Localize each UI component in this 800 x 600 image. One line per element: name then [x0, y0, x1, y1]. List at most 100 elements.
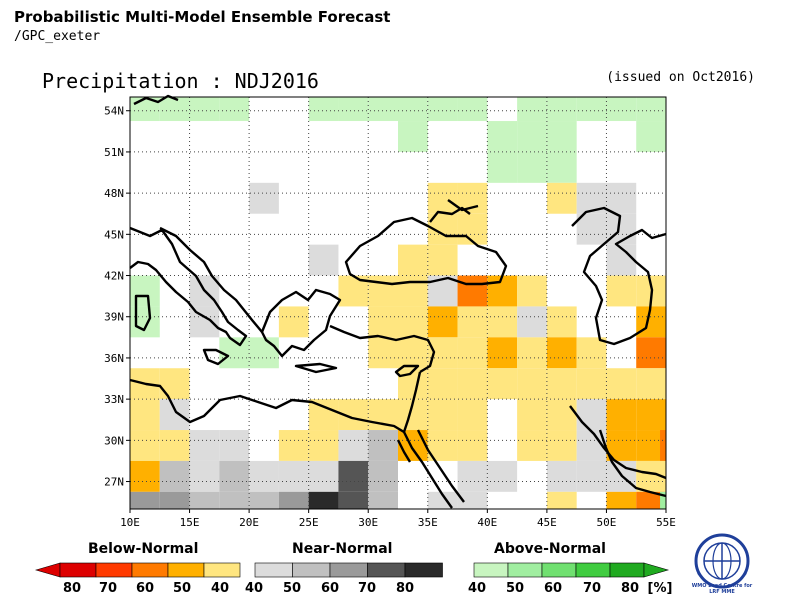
lat-tick-label: 45N — [104, 228, 124, 241]
probability-cell — [606, 368, 637, 400]
probability-cell — [457, 430, 488, 461]
coastline-sicily — [202, 348, 230, 366]
probability-cell — [249, 491, 279, 509]
probability-cell — [576, 213, 607, 245]
page-title: Probabilistic Multi-Model Ensemble Forec… — [14, 8, 391, 26]
probability-cell — [130, 491, 160, 509]
issued-date: (issued on Oct2016) — [606, 70, 755, 85]
lon-tick-label: 15E — [180, 516, 200, 529]
probability-cell — [457, 97, 488, 122]
probability-cell — [427, 182, 458, 214]
legend-below-swatch — [167, 562, 205, 578]
probability-cell — [576, 460, 607, 492]
lon-tick-label: 20E — [239, 516, 259, 529]
probability-cell — [398, 337, 428, 369]
legend-near-label: 70 — [358, 581, 376, 596]
probability-cell — [249, 337, 279, 369]
probability-cell — [159, 399, 190, 431]
probability-cell — [546, 337, 577, 369]
legend-above-label: 40 — [468, 581, 486, 596]
coastline-caspian — [571, 206, 667, 346]
coastline-north-africa — [129, 378, 405, 434]
probability-cell — [427, 368, 458, 400]
lat-tick-label: 27N — [104, 476, 124, 489]
map-frame — [129, 96, 667, 510]
probability-cell — [398, 368, 428, 400]
wmo-logo-icon — [694, 533, 750, 589]
probability-cell — [398, 430, 428, 461]
probability-cell — [660, 430, 666, 461]
probability-cell — [278, 430, 309, 461]
lat-tick-label: 51N — [104, 146, 124, 159]
probability-cell — [546, 151, 577, 183]
probability-cell — [457, 337, 488, 369]
legend-below-swatch — [59, 562, 97, 578]
probability-cell — [517, 306, 547, 338]
legend-below-swatch — [131, 562, 169, 578]
probability-cell — [368, 430, 398, 461]
probability-cell — [278, 491, 309, 509]
lon-tick-label: 50E — [597, 516, 617, 529]
probability-cell — [159, 97, 190, 122]
legend-above-title: Above-Normal — [494, 541, 606, 557]
probability-cell — [517, 97, 547, 122]
legend-unit: [%] — [648, 581, 673, 596]
legend-below-label: 50 — [173, 581, 191, 596]
legend-above-arrow — [643, 562, 670, 578]
legend-near-swatch — [254, 562, 293, 578]
probability-cell — [338, 460, 369, 492]
probability-cell — [457, 399, 488, 431]
probability-cell — [517, 275, 547, 307]
probability-cell — [487, 275, 518, 307]
coastline-sinai — [396, 439, 412, 463]
lon-tick-label: 25E — [299, 516, 319, 529]
probability-cell — [636, 97, 666, 122]
coastline-levant — [402, 371, 422, 433]
probability-cell — [308, 399, 339, 431]
probability-cell — [457, 306, 488, 338]
probability-cell — [308, 430, 339, 461]
probability-cell — [398, 306, 428, 338]
legend-above-swatch — [507, 562, 543, 578]
lon-tick-label: 40E — [477, 516, 497, 529]
probability-cell — [159, 460, 190, 492]
probability-cell — [308, 244, 339, 276]
probability-cell — [546, 97, 577, 122]
probability-cell — [636, 399, 666, 431]
source-label: /GPC_exeter — [14, 29, 101, 44]
probability-cell — [487, 306, 518, 338]
legend-near-swatch — [292, 562, 331, 578]
probability-cell — [546, 399, 577, 431]
probability-cell — [457, 275, 488, 307]
probability-cell — [219, 491, 250, 509]
coastlines — [129, 94, 667, 509]
legend-below-arrow — [34, 562, 61, 578]
legend-near-label: 80 — [396, 581, 414, 596]
legend-below-label: 60 — [136, 581, 154, 596]
coastline-persian-gulf — [569, 405, 667, 480]
probability-cells — [130, 97, 666, 509]
probability-cell — [517, 151, 547, 183]
probability-cell — [487, 337, 518, 369]
probability-cell — [606, 97, 637, 122]
probability-cell — [427, 97, 458, 122]
probability-cell — [189, 491, 220, 509]
coastline-greece — [260, 288, 342, 358]
probability-cell — [427, 306, 458, 338]
legend-above-swatch — [609, 562, 645, 578]
probability-cell — [308, 491, 339, 509]
probability-cell — [546, 121, 577, 152]
legend-above-label: 60 — [544, 581, 562, 596]
probability-cell — [249, 182, 279, 214]
variable-title: Precipitation : NDJ2016 — [42, 69, 319, 93]
lat-tick-label: 48N — [104, 187, 124, 200]
probability-cell — [368, 460, 398, 492]
probability-cell — [130, 460, 160, 492]
probability-cell — [189, 430, 220, 461]
probability-cell — [189, 460, 220, 492]
lat-tick-label: 36N — [104, 352, 124, 365]
probability-cell — [278, 460, 309, 492]
legend-above-label: 50 — [506, 581, 524, 596]
probability-cell — [517, 121, 547, 152]
